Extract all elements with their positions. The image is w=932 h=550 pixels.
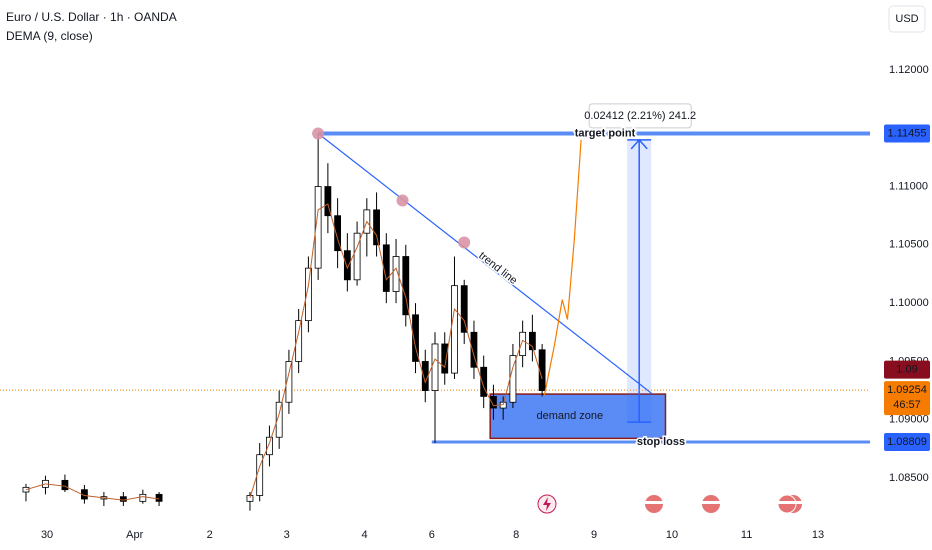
candle-body <box>470 331 478 368</box>
candle-body <box>412 314 419 362</box>
candle-body <box>285 361 293 403</box>
candle-body <box>402 256 410 316</box>
price-tag-label: 1.08809 <box>887 436 927 448</box>
price-tag <box>884 124 930 143</box>
event-icons <box>537 494 802 514</box>
candles <box>22 133 546 511</box>
y-tick-label: 1.09000 <box>889 414 929 426</box>
measure-label: 0.02412 (2.21%) 241.2 <box>584 110 696 122</box>
trend-line <box>317 133 653 395</box>
candle-body <box>490 396 497 409</box>
demand-zone <box>489 393 667 440</box>
candle-body <box>139 493 147 502</box>
y-tick-label: 1.10500 <box>889 239 929 251</box>
x-tick-label: 3 <box>284 529 290 541</box>
stop-label: stop loss <box>637 436 685 448</box>
candle-body <box>373 209 380 246</box>
candle-body <box>314 186 322 269</box>
y-tick-label: 1.10000 <box>889 297 929 309</box>
zone-label: demand zone <box>536 410 603 422</box>
x-tick-label: 30 <box>41 529 53 541</box>
candle-body <box>528 331 536 351</box>
pivot-point <box>312 127 325 140</box>
y-tick-label: 1.11000 <box>889 180 928 192</box>
price-tag <box>884 433 930 451</box>
candle-body <box>460 285 468 333</box>
candle-body <box>266 436 273 456</box>
current-price-label: 1.09254 <box>887 384 927 396</box>
candle-body <box>324 186 332 217</box>
candle-body <box>61 479 69 491</box>
candle-body <box>119 496 127 502</box>
current-price-tag <box>884 381 930 416</box>
candle-body <box>480 366 488 397</box>
measure-arrow <box>627 138 652 423</box>
x-tick-label: 9 <box>591 529 597 541</box>
x-tick-label: 8 <box>513 529 519 541</box>
candle-body <box>353 232 361 281</box>
candle-body <box>246 495 254 502</box>
price-tag <box>884 360 930 379</box>
y-tick-label: 1.08500 <box>889 472 929 484</box>
candle-body <box>451 285 458 374</box>
price-tag-label: 1.11455 <box>888 127 927 139</box>
trend-line-label: trend line <box>476 250 519 287</box>
currency-button[interactable] <box>888 5 926 33</box>
target-label: target point <box>575 127 636 139</box>
price-tag-label: 1.09 <box>896 364 917 376</box>
countdown: 46:57 <box>893 399 921 411</box>
measure-label-box <box>588 103 692 129</box>
candle-body <box>304 267 312 322</box>
x-tick-label: 2 <box>207 529 213 541</box>
candle-body <box>343 250 351 281</box>
indicator-label: DEMA (9, close) <box>6 29 93 43</box>
x-tick-label: 4 <box>361 529 367 541</box>
pivot-point <box>396 194 409 207</box>
candle-body <box>275 401 283 438</box>
x-tick-label: 11 <box>741 529 752 541</box>
candle-body <box>392 256 400 292</box>
candle-body <box>431 343 439 391</box>
candle-body <box>441 343 449 374</box>
y-tick-label: 1.12000 <box>889 64 929 76</box>
x-tick-label: Apr <box>126 529 143 541</box>
x-tick-label: 10 <box>666 529 678 541</box>
x-tick-label: 6 <box>429 529 435 541</box>
dema-line <box>25 203 543 501</box>
projection-line <box>543 139 582 396</box>
x-tick-label: 13 <box>812 529 824 541</box>
pivot-point <box>458 236 471 249</box>
currency-label: USD <box>895 13 918 25</box>
candle-body <box>295 320 303 362</box>
candle-body <box>519 331 527 357</box>
candle-body <box>334 215 342 252</box>
candle-body <box>155 493 163 502</box>
chart-title: Euro / U.S. Dollar · 1h · OANDA <box>6 10 177 24</box>
